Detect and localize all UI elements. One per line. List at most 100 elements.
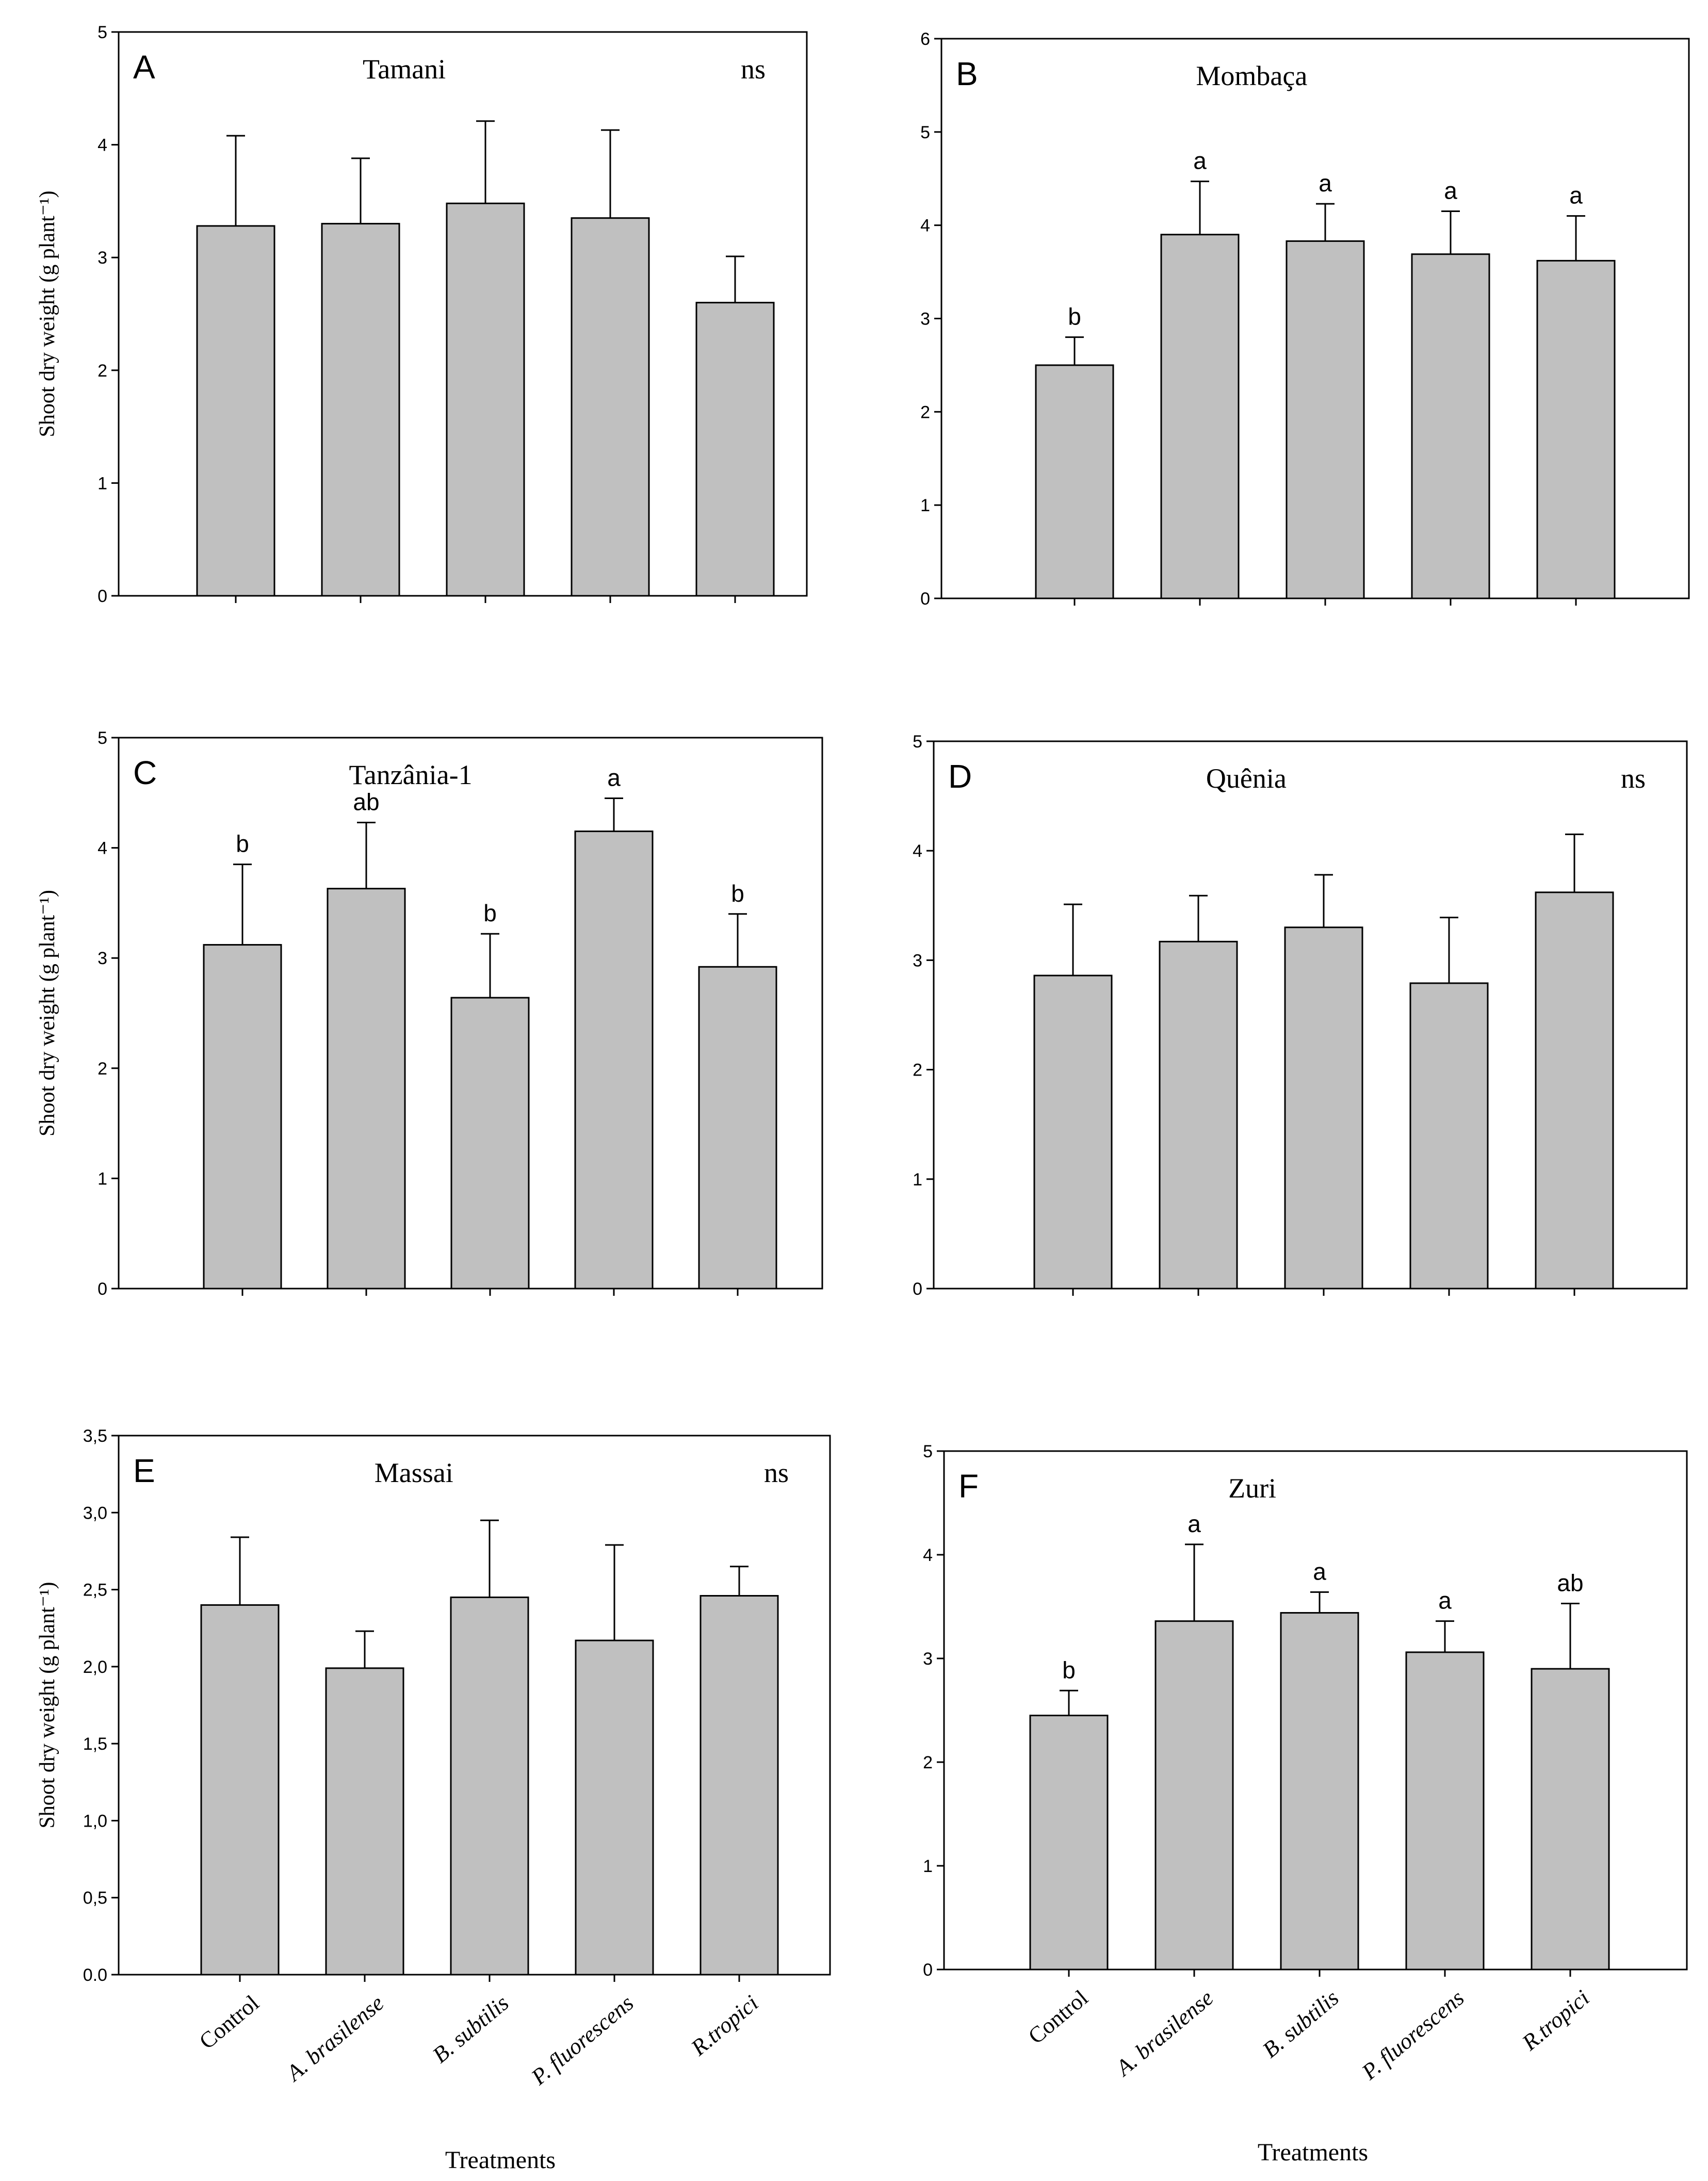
significance-letter-b-p-fluorescens: a bbox=[1444, 177, 1457, 204]
category-label-f-control: Control bbox=[1023, 1985, 1093, 2049]
significance-letter-c-p-fluorescens: a bbox=[607, 764, 621, 791]
bar-f-a-brasilense bbox=[1154, 1620, 1234, 1971]
significance-letter-f-control: b bbox=[1062, 1656, 1076, 1683]
y-tick-label-b: 1 bbox=[920, 496, 930, 515]
category-label-e-p-fluorescens: P. fluorescens bbox=[526, 1990, 639, 2090]
bar-e-p-fluorescens bbox=[575, 1639, 654, 1976]
bar-e-a-brasilense bbox=[325, 1667, 404, 1976]
category-label-f-a-brasilense: A. brasilense bbox=[1110, 1985, 1218, 2081]
significance-letter-f-p-fluorescens: a bbox=[1438, 1587, 1452, 1614]
panel-e: 0.0 0,5 1,0 1,5 2,0 2,5 3,0 3,5 E Massai ns Shoot d… bbox=[36, 1426, 831, 2090]
y-axis-title-e: Shoot dry weight (g plant⁻¹) bbox=[36, 1582, 59, 1828]
y-tick-label-e: 0,5 bbox=[83, 1889, 107, 1908]
y-tick-label-a: 4 bbox=[97, 136, 107, 155]
category-label-e-a-brasilense: A. brasilense bbox=[281, 1990, 389, 2087]
y-axis-title-c: Shoot dry weight (g plant⁻¹) bbox=[36, 890, 59, 1136]
y-tick-label-e: 2,0 bbox=[83, 1657, 107, 1677]
y-tick-label-c: 1 bbox=[97, 1169, 107, 1189]
panel-letter-b: B bbox=[956, 55, 978, 92]
y-tick-label-a: 5 bbox=[97, 23, 107, 42]
panel-title-f: Zuri bbox=[1228, 1473, 1276, 1504]
significance-letter-b-a-brasilense: a bbox=[1193, 148, 1207, 174]
y-tick-label-f: 4 bbox=[923, 1545, 933, 1565]
y-tick-label-e: 2,5 bbox=[83, 1581, 107, 1600]
y-tick-label-a: 0 bbox=[97, 587, 107, 606]
bar-c-control bbox=[203, 944, 282, 1290]
bar-b-a-brasilense bbox=[1160, 234, 1240, 599]
y-tick-label-a: 1 bbox=[97, 474, 107, 493]
significance-letter-c-r-tropici: b bbox=[731, 880, 744, 907]
y-tick-label-f: 5 bbox=[923, 1442, 933, 1461]
bar-f-b-subtilis bbox=[1280, 1612, 1359, 1971]
bar-b-b-subtilis bbox=[1286, 240, 1365, 599]
bar-a-r-tropici bbox=[695, 302, 775, 597]
y-tick-label-d: 2 bbox=[913, 1061, 922, 1080]
bar-d-p-fluorescens bbox=[1409, 982, 1489, 1290]
x-axis-title-left: Treatments bbox=[445, 2146, 556, 2174]
ns-label-d: ns bbox=[1621, 763, 1646, 794]
y-tick-label-c: 2 bbox=[97, 1059, 107, 1079]
significance-letter-c-control: b bbox=[236, 831, 249, 857]
y-tick-label-a: 3 bbox=[97, 248, 107, 268]
bar-d-a-brasilense bbox=[1159, 940, 1238, 1290]
significance-letter-b-b-subtilis: a bbox=[1319, 170, 1332, 197]
bar-e-b-subtilis bbox=[450, 1597, 529, 1976]
significance-letter-b-control: b bbox=[1068, 303, 1081, 330]
y-tick-label-c: 0 bbox=[97, 1279, 107, 1299]
panel-d: 0 1 2 3 4 5 D Quênia ns bbox=[913, 732, 1688, 1299]
y-tick-label-e: 3,5 bbox=[83, 1426, 107, 1446]
panel-a: 0 1 2 3 4 5 A Tamani ns Shoot dry weight (g plant… bbox=[36, 23, 808, 606]
y-tick-label-a: 2 bbox=[97, 361, 107, 381]
y-tick-label-c: 5 bbox=[97, 728, 107, 748]
significance-letter-f-b-subtilis: a bbox=[1313, 1558, 1326, 1585]
panel-letter-a: A bbox=[133, 48, 155, 86]
panel-title-a: Tamani bbox=[363, 54, 446, 85]
y-tick-label-d: 1 bbox=[913, 1170, 922, 1190]
category-label-e-r-tropici: R.tropici bbox=[686, 1990, 763, 2061]
bar-c-p-fluorescens bbox=[574, 831, 654, 1290]
panel-b: 0 1 2 3 4 5 6 b a a a a B Mombaça bbox=[920, 29, 1690, 609]
ns-label-e: ns bbox=[764, 1457, 789, 1488]
category-label-f-p-fluorescens: P. fluorescens bbox=[1357, 1985, 1469, 2085]
y-tick-label-b: 2 bbox=[920, 402, 930, 422]
panel-letter-c: C bbox=[133, 754, 157, 791]
bar-d-control bbox=[1033, 974, 1113, 1290]
x-axis-title-right: Treatments bbox=[1258, 2139, 1368, 2166]
panel-title-b: Mombaça bbox=[1196, 60, 1307, 91]
y-tick-label-d: 3 bbox=[913, 951, 922, 970]
y-tick-label-e: 1,0 bbox=[83, 1811, 107, 1831]
bar-b-p-fluorescens bbox=[1411, 253, 1490, 599]
bar-b-r-tropici bbox=[1536, 259, 1616, 599]
y-tick-label-f: 2 bbox=[923, 1753, 933, 1772]
significance-letter-c-a-brasilense: ab bbox=[353, 788, 379, 815]
y-tick-label-b: 5 bbox=[920, 123, 930, 142]
bar-d-r-tropici bbox=[1535, 891, 1614, 1290]
bar-a-control bbox=[196, 225, 275, 597]
panel-letter-f: F bbox=[958, 1468, 979, 1505]
category-label-f-r-tropici: R.tropici bbox=[1517, 1985, 1595, 2056]
bar-d-b-subtilis bbox=[1284, 926, 1363, 1290]
ns-label-a: ns bbox=[741, 54, 766, 85]
significance-letter-f-r-tropici: ab bbox=[1557, 1569, 1583, 1596]
bar-f-p-fluorescens bbox=[1405, 1651, 1485, 1971]
category-label-e-b-subtilis: B. subtilis bbox=[428, 1990, 513, 2068]
y-tick-label-c: 4 bbox=[97, 839, 107, 858]
y-tick-label-c: 3 bbox=[97, 949, 107, 968]
bar-c-a-brasilense bbox=[327, 888, 406, 1290]
y-tick-label-b: 3 bbox=[920, 310, 930, 329]
bar-c-r-tropici bbox=[698, 966, 777, 1290]
y-tick-label-e: 0.0 bbox=[83, 1965, 107, 1985]
y-tick-label-d: 5 bbox=[913, 732, 922, 752]
panel-title-c: Tanzânia-1 bbox=[349, 759, 473, 790]
bar-a-b-subtilis bbox=[446, 202, 525, 597]
y-tick-label-b: 6 bbox=[920, 29, 930, 49]
y-tick-label-d: 4 bbox=[913, 841, 922, 861]
significance-letter-b-r-tropici: a bbox=[1569, 182, 1583, 209]
significance-letter-f-a-brasilense: a bbox=[1188, 1510, 1201, 1537]
bar-a-p-fluorescens bbox=[571, 217, 650, 597]
bar-e-control bbox=[200, 1604, 280, 1976]
category-label-f-b-subtilis: B. subtilis bbox=[1258, 1985, 1343, 2063]
category-label-e-control: Control bbox=[194, 1990, 264, 2054]
